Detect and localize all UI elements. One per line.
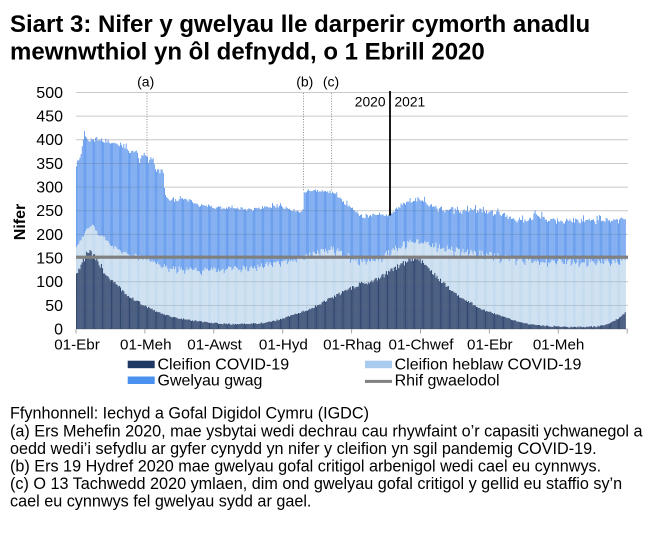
svg-text:(c): (c) (323, 74, 339, 90)
svg-text:01-Awst: 01-Awst (187, 337, 242, 354)
svg-text:01-Meh: 01-Meh (120, 337, 172, 354)
svg-text:(a): (a) (137, 74, 154, 90)
svg-text:(b): (b) (296, 74, 313, 90)
svg-text:150: 150 (36, 250, 63, 267)
svg-text:50: 50 (45, 298, 63, 315)
svg-text:400: 400 (36, 132, 63, 149)
svg-text:300: 300 (36, 180, 63, 197)
svg-text:200: 200 (36, 227, 63, 244)
svg-text:Rhif gwaelodol: Rhif gwaelodol (395, 372, 500, 389)
svg-text:Siart 3: Nifer y gwelyau lle d: Siart 3: Nifer y gwelyau lle darperir cy… (10, 11, 590, 38)
svg-text:100: 100 (36, 274, 63, 291)
svg-text:(b) Ers 19 Hydref 2020 mae gwe: (b) Ers 19 Hydref 2020 mae gwelyau gofal… (10, 457, 601, 475)
svg-text:250: 250 (36, 203, 63, 220)
svg-text:500: 500 (36, 85, 63, 102)
svg-text:(c) O 13 Tachwedd 2020 ymlaen,: (c) O 13 Tachwedd 2020 ymlaen, dim ond g… (10, 475, 622, 493)
svg-text:01-Chwef: 01-Chwef (389, 337, 455, 354)
svg-text:mewnwthiol yn ôl defnydd, o 1: mewnwthiol yn ôl defnydd, o 1 Ebrill 202… (10, 39, 485, 66)
svg-text:cael eu cynnwys fel gwelyau sy: cael eu cynnwys fel gwelyau sydd ar gael… (10, 492, 311, 510)
svg-text:Ffynhonnell: Iechyd a Gofal Di: Ffynhonnell: Iechyd a Gofal Digidol Cymr… (10, 405, 369, 423)
svg-text:450: 450 (36, 109, 63, 126)
svg-text:0: 0 (54, 321, 63, 338)
svg-text:Cleifion heblaw COVID-19: Cleifion heblaw COVID-19 (395, 357, 582, 374)
svg-text:Cleifion COVID-19: Cleifion COVID-19 (158, 357, 290, 374)
svg-text:Gwelyau gwag: Gwelyau gwag (158, 372, 263, 389)
svg-text:01-Ebr: 01-Ebr (467, 337, 513, 354)
svg-text:01-Rhag: 01-Rhag (323, 337, 381, 354)
svg-text:oedd wedi’i sefydlu ar gyfer c: oedd wedi’i sefydlu ar gyfer cynydd yn n… (10, 440, 597, 458)
svg-text:Nifer: Nifer (12, 204, 29, 240)
svg-text:(a) Ers Mehefin 2020, mae ysby: (a) Ers Mehefin 2020, mae ysbytai wedi d… (10, 422, 643, 440)
svg-text:350: 350 (36, 156, 63, 173)
svg-text:2021: 2021 (395, 95, 426, 110)
svg-text:2020: 2020 (355, 95, 386, 110)
svg-text:01-Ebr: 01-Ebr (54, 337, 100, 354)
svg-text:01-Meh: 01-Meh (533, 337, 585, 354)
svg-text:01-Hyd: 01-Hyd (259, 337, 308, 354)
